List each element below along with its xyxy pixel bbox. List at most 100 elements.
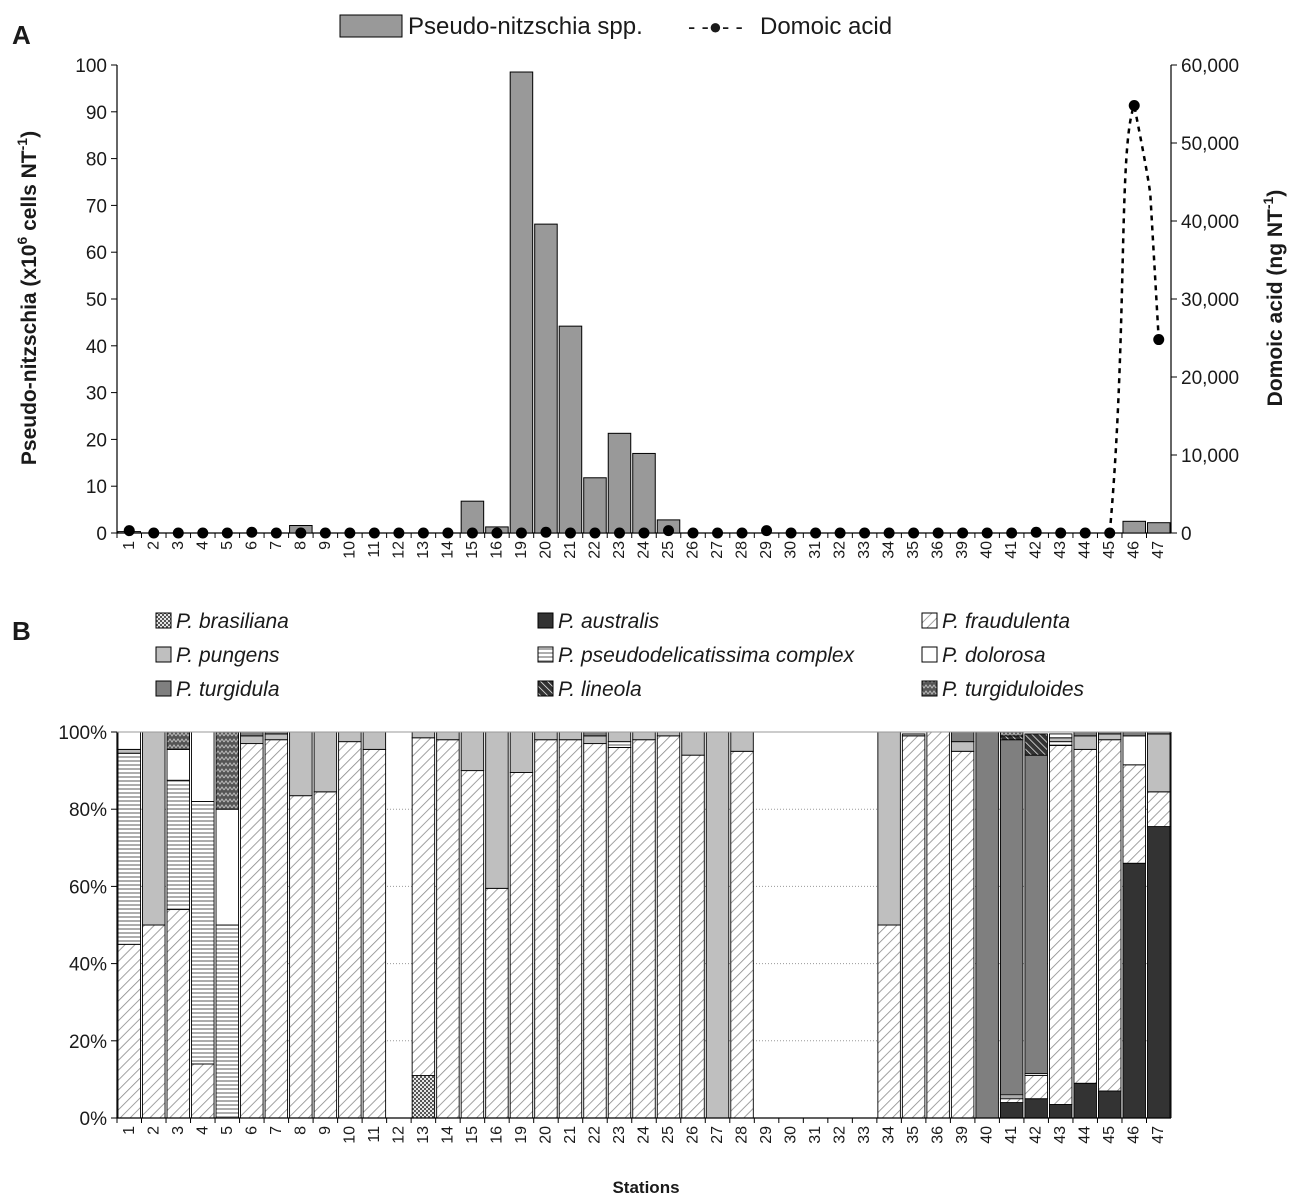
segment-dolorosa [215, 808, 240, 926]
segment-pungens [607, 731, 632, 743]
legend-label-pungens: P. pungens [176, 644, 280, 667]
x-tick-label-a: 42 [1028, 541, 1045, 559]
segment-pungens [240, 735, 264, 745]
segment-fraudulenta [460, 770, 485, 1119]
x-tick-label-a: 10 [341, 541, 358, 559]
domoic-acid-point [295, 527, 307, 539]
segment-pungens [632, 731, 656, 741]
domoic-acid-point [344, 527, 356, 539]
domoic-acid-point [1153, 334, 1165, 346]
legend-swatch-australis [537, 612, 554, 629]
segment-fraudulenta [1073, 748, 1097, 1084]
y-tick-label-b: 40% [69, 955, 107, 976]
legend-label-australis: P. australis [558, 610, 660, 633]
x-tick-label-b: 47 [1150, 1126, 1167, 1144]
domoic-acid-point [1030, 526, 1042, 538]
segment-dolorosa [166, 748, 190, 781]
x-tick-label-b: 25 [660, 1126, 677, 1144]
domoic-acid-point [1079, 527, 1091, 539]
x-tick-label-a: 1 [121, 541, 138, 550]
legend-swatch-lineola [537, 680, 554, 697]
domoic-acid-point [859, 527, 871, 539]
segment-australis [1147, 826, 1171, 1119]
x-tick-label-b: 6 [243, 1126, 260, 1135]
x-tick-label-b: 4 [194, 1126, 211, 1135]
segment-pungens [142, 731, 166, 926]
x-tick-label-a: 19 [513, 541, 530, 559]
segment-fraudulenta [436, 739, 460, 1119]
domoic-acid-point [663, 525, 675, 537]
y-tick-label-left: 40 [86, 337, 107, 358]
y-tick-label-right: 50,000 [1181, 134, 1239, 155]
x-tick-label-a: 3 [170, 541, 187, 550]
domoic-acid-point [123, 525, 135, 537]
x-tick-label-b: 40 [979, 1126, 996, 1144]
panel-a-letter: A [12, 20, 31, 50]
segment-pseudodelicatissima [191, 801, 215, 1065]
x-tick-label-b: 20 [537, 1126, 554, 1144]
y-tick-label-left: 20 [86, 430, 107, 451]
x-tick-label-b: 41 [1003, 1126, 1020, 1144]
chart-a-domoic-line [123, 100, 1165, 539]
x-tick-label-b: 39 [954, 1126, 971, 1144]
x-tick-label-a: 41 [1003, 541, 1020, 559]
domoic-acid-point [393, 527, 405, 539]
x-tick-label-b: 35 [905, 1126, 922, 1144]
segment-pungens [117, 748, 141, 754]
x-tick-label-b: 22 [586, 1126, 603, 1144]
x-tick-label-b: 16 [488, 1126, 505, 1144]
segment-pungens [313, 731, 338, 793]
segment-fraudulenta [313, 791, 338, 1119]
domoic-acid-point [1104, 527, 1116, 539]
x-tick-label-a: 39 [954, 541, 971, 559]
segment-pungens [509, 731, 534, 773]
x-tick-label-b: 32 [832, 1126, 849, 1144]
segment-pseudodelicatissima [1048, 741, 1073, 746]
x-tick-label-b: 45 [1101, 1126, 1118, 1144]
y-tick-label-left: 50 [86, 290, 107, 311]
bar-pseudo-nitzschia [558, 325, 583, 534]
legend-swatch-brasiliana [155, 612, 172, 629]
y-tick-label-left: 70 [86, 196, 107, 217]
bar-pseudo-nitzschia [509, 71, 534, 534]
segment-pungens [1073, 735, 1097, 750]
segment-turgidula [583, 731, 607, 737]
x-tick-label-a: 14 [439, 541, 456, 559]
segment-australis [1073, 1082, 1097, 1119]
chart-a-bars [117, 71, 1171, 534]
x-tick-label-a: 23 [611, 541, 628, 559]
segment-pungens [534, 731, 558, 741]
segment-fraudulenta [534, 739, 558, 1119]
domoic-acid-point [785, 527, 797, 539]
y-tick-label-b: 100% [58, 723, 107, 744]
segment-pungens [656, 731, 681, 737]
x-tick-label-a: 4 [194, 541, 211, 550]
segment-turgidula [1024, 754, 1048, 1075]
x-tick-label-a: 2 [145, 541, 162, 550]
y-tick-label-left: 10 [86, 477, 107, 498]
segment-pungens [485, 731, 509, 889]
bar-pseudo-nitzschia [607, 432, 632, 534]
domoic-acid-point [613, 527, 625, 539]
x-tick-label-a: 9 [317, 541, 334, 550]
domoic-acid-point [148, 527, 160, 539]
bar-pseudo-nitzschia [534, 223, 558, 534]
segment-fraudulenta [166, 909, 190, 1119]
x-tick-label-a: 47 [1150, 541, 1167, 559]
domoic-acid-point [1006, 527, 1018, 539]
y-tick-label-b: 20% [69, 1032, 107, 1053]
segment-pungens [681, 731, 705, 756]
segment-pungens [730, 731, 754, 752]
domoic-acid-point [540, 526, 552, 538]
x-tick-label-b: 15 [464, 1126, 481, 1144]
y-axis-title-left: Pseudo-nitzschia (x106 cells NT-1) [14, 131, 41, 465]
segment-turgidula [950, 731, 975, 743]
domoic-acid-point [712, 527, 724, 539]
domoic-acid-point [687, 527, 699, 539]
x-tick-label-b: 43 [1052, 1126, 1069, 1144]
x-tick-label-b: 29 [758, 1126, 775, 1144]
domoic-acid-point [491, 527, 503, 539]
legend-label-lineola: P. lineola [558, 678, 642, 701]
x-tick-label-a: 44 [1077, 541, 1094, 559]
segment-pseudodelicatissima [117, 752, 141, 945]
